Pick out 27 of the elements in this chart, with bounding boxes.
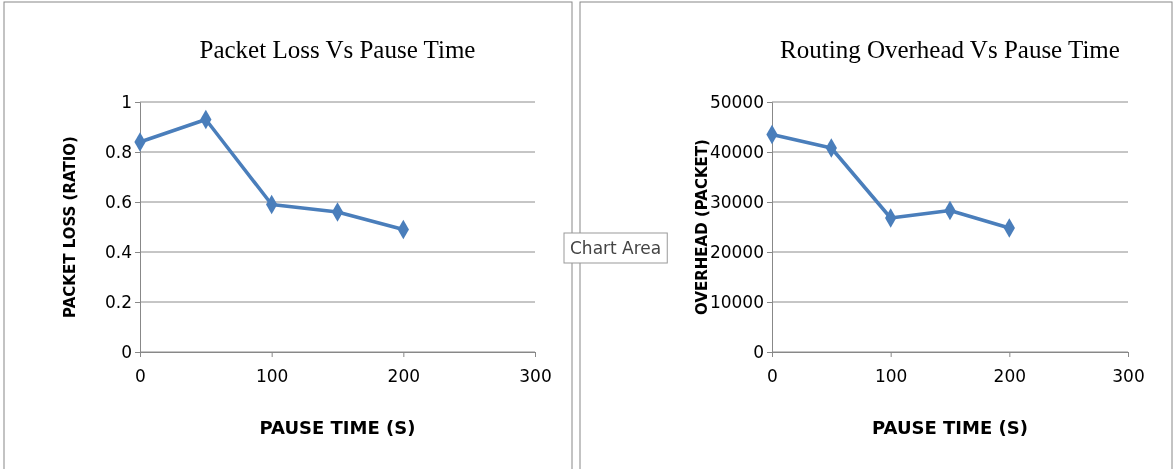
x-tick-label: 0 <box>767 366 778 387</box>
y-tick-label: 0.2 <box>104 291 132 312</box>
x-tick-label: 200 <box>993 366 1027 387</box>
x-tick-label: 300 <box>1112 366 1145 387</box>
y-tick-label: 0.6 <box>104 191 132 212</box>
x-tick-label: 100 <box>255 366 289 387</box>
y-tick-label: 0 <box>121 341 132 362</box>
y-tick-label: 50000 <box>709 91 764 112</box>
chart-title: Packet Loss Vs Pause Time <box>199 36 476 63</box>
y-tick-label: 30000 <box>709 191 764 212</box>
y-axis-title: OVERHEAD (PACKET) <box>693 139 711 315</box>
y-tick-label: 10000 <box>709 291 764 312</box>
x-axis-title: PAUSE TIME (S) <box>872 417 1028 438</box>
x-tick-label: 200 <box>387 366 421 387</box>
chart-title: Routing Overhead Vs Pause Time <box>780 36 1120 63</box>
y-tick-label: 0.4 <box>104 241 132 262</box>
x-axis-title: PAUSE TIME (S) <box>259 417 416 438</box>
x-tick-label: 100 <box>874 366 908 387</box>
y-tick-label: 1 <box>121 91 132 112</box>
text: Chart Area <box>570 238 662 258</box>
y-tick-label: 40000 <box>709 141 764 162</box>
y-tick-label: 20000 <box>709 241 764 262</box>
x-tick-label: 0 <box>135 366 146 387</box>
y-tick-label: 0 <box>753 341 764 362</box>
y-axis-title: PACKET LOSS (RATIO) <box>61 136 79 318</box>
y-tick-label: 0.8 <box>104 141 132 162</box>
x-tick-label: 300 <box>519 366 552 387</box>
